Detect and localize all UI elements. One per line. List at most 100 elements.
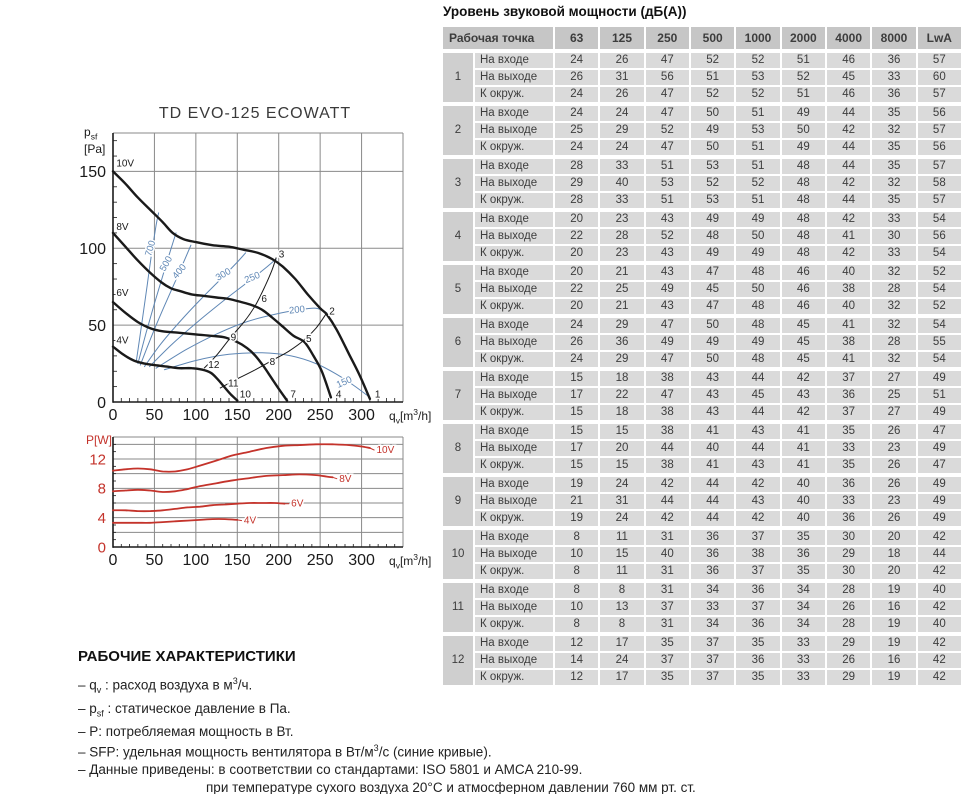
value-cell: 31 <box>645 583 689 598</box>
table-group: 3 На входе 28 33 51 53 51 48 44 35 57 На выходе 29 40… <box>443 159 961 208</box>
value-cell: 57 <box>917 53 961 68</box>
row-label-cell: К окруж. <box>475 140 553 155</box>
value-cell: 49 <box>690 212 735 227</box>
table-group: 11 На входе 8 8 31 34 36 34 28 19 40 На выходе 10 13 3… <box>443 583 961 632</box>
sfp-curve <box>144 252 247 368</box>
value-cell: 51 <box>736 193 780 208</box>
value-cell: 22 <box>555 282 599 297</box>
value-cell: 35 <box>645 636 689 651</box>
value-cell: 44 <box>645 441 689 456</box>
value-cell: 52 <box>690 87 735 102</box>
y-tick-label: 12 <box>89 451 106 468</box>
value-cell: 26 <box>555 70 599 85</box>
series-label: 4V <box>116 336 129 347</box>
pressure-axis-unit-label: psf [Pa] <box>84 125 106 157</box>
table-group: 5 На входе 20 21 43 47 48 46 40 32 52 На выходе 22 25… <box>443 265 961 314</box>
value-cell: 24 <box>600 653 644 668</box>
value-cell: 33 <box>600 193 644 208</box>
row-label-cell: К окруж. <box>475 405 553 420</box>
value-cell: 36 <box>690 547 735 562</box>
working-point-label: 3 <box>279 249 285 260</box>
value-cell: 25 <box>600 282 644 297</box>
value-cell: 19 <box>872 670 916 685</box>
value-cell: 40 <box>781 511 825 526</box>
table-group: 1 На входе 24 26 47 52 52 51 46 36 57 На выходе 26 31… <box>443 53 961 102</box>
sfp-label: 700 <box>143 239 158 257</box>
value-cell: 28 <box>600 229 644 244</box>
value-cell: 43 <box>645 246 689 261</box>
value-cell: 23 <box>872 494 916 509</box>
value-cell: 56 <box>645 70 689 85</box>
x-tick-label: 200 <box>265 407 292 424</box>
footer-note: – psf : статическое давление в Па. <box>78 700 291 719</box>
value-cell: 53 <box>645 176 689 191</box>
value-cell: 35 <box>736 670 780 685</box>
value-cell: 48 <box>736 318 780 333</box>
point-number-cell: 2 <box>443 106 473 155</box>
value-cell: 34 <box>690 583 735 598</box>
footer-note: – qv : расход воздуха в м3/ч. <box>78 676 253 696</box>
value-cell: 43 <box>736 424 780 439</box>
value-cell: 47 <box>917 424 961 439</box>
value-cell: 54 <box>917 352 961 367</box>
value-cell: 38 <box>826 335 871 350</box>
value-cell: 40 <box>917 617 961 632</box>
value-cell: 45 <box>781 318 825 333</box>
frequency-header: 63 <box>555 27 599 49</box>
value-cell: 38 <box>645 371 689 386</box>
value-cell: 24 <box>555 87 599 102</box>
value-cell: 31 <box>645 564 689 579</box>
value-cell: 35 <box>872 140 916 155</box>
value-cell: 52 <box>781 70 825 85</box>
value-cell: 44 <box>826 140 871 155</box>
value-cell: 32 <box>872 299 916 314</box>
row-label-cell: На входе <box>475 583 553 598</box>
point-number-cell: 10 <box>443 530 473 579</box>
value-cell: 47 <box>690 265 735 280</box>
row-label-cell: На выходе <box>475 600 553 615</box>
value-cell: 42 <box>826 176 871 191</box>
row-label-cell: На входе <box>475 530 553 545</box>
value-cell: 46 <box>781 282 825 297</box>
value-cell: 35 <box>826 458 871 473</box>
value-cell: 42 <box>736 511 780 526</box>
point-number-cell: 8 <box>443 424 473 473</box>
value-cell: 35 <box>781 564 825 579</box>
value-cell: 51 <box>645 159 689 174</box>
value-cell: 36 <box>826 477 871 492</box>
value-cell: 44 <box>736 405 780 420</box>
value-cell: 37 <box>736 600 780 615</box>
x-tick-label: 250 <box>307 407 334 424</box>
value-cell: 29 <box>600 352 644 367</box>
flow-axis-unit-label-2: qv[m3/h] <box>389 552 432 571</box>
table-group: 2 На входе 24 24 47 50 51 49 44 35 56 На выходе 25 29… <box>443 106 961 155</box>
value-cell: 44 <box>826 193 871 208</box>
value-cell: 40 <box>645 547 689 562</box>
value-cell: 48 <box>781 193 825 208</box>
value-cell: 40 <box>781 494 825 509</box>
value-cell: 33 <box>872 212 916 227</box>
sfp-curve <box>163 352 371 398</box>
value-cell: 51 <box>781 87 825 102</box>
y-tick-label: 0 <box>97 395 106 412</box>
value-cell: 52 <box>917 265 961 280</box>
value-cell: 44 <box>645 494 689 509</box>
value-cell: 29 <box>826 670 871 685</box>
sfp-label: 200 <box>289 304 306 317</box>
value-cell: 49 <box>781 140 825 155</box>
value-cell: 36 <box>826 388 871 403</box>
x-tick-label: 0 <box>109 552 118 569</box>
x-tick-label: 100 <box>183 552 210 569</box>
value-cell: 28 <box>555 193 599 208</box>
value-cell: 29 <box>600 123 644 138</box>
working-point-label: 9 <box>231 332 237 343</box>
value-cell: 30 <box>872 229 916 244</box>
sfp-curve <box>139 244 192 366</box>
value-cell: 60 <box>917 70 961 85</box>
value-cell: 52 <box>690 176 735 191</box>
value-cell: 49 <box>645 282 689 297</box>
value-cell: 56 <box>917 106 961 121</box>
fan-curve-10V <box>112 443 371 473</box>
table-group: 9 На входе 19 24 42 44 42 40 36 26 49 На выходе 21 31… <box>443 477 961 526</box>
